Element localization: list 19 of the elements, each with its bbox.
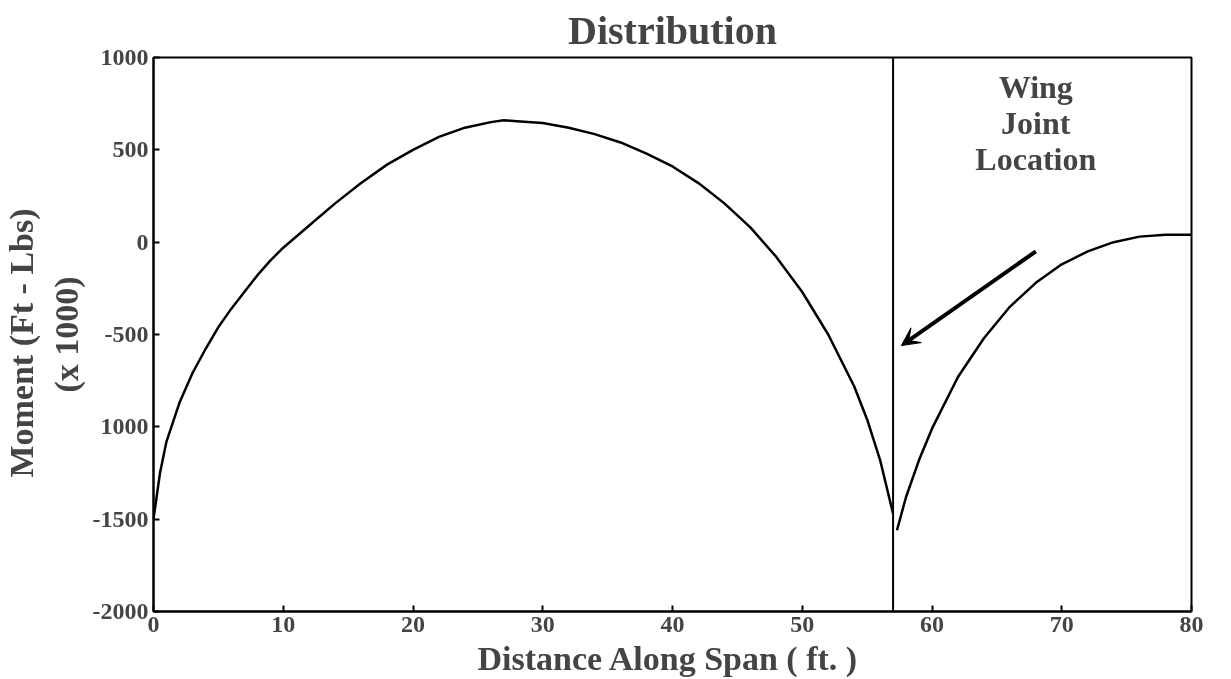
y-tick-label: 1000 bbox=[100, 44, 149, 70]
x-tick-label: 20 bbox=[401, 610, 425, 637]
x-tick-label: 70 bbox=[1049, 610, 1074, 637]
x-axis-title: Distance Along Span ( ft. ) bbox=[477, 639, 858, 678]
y-tick-label: -2000 bbox=[92, 598, 149, 624]
x-tick-label: 50 bbox=[790, 610, 815, 637]
x-tick-label: 80 bbox=[1179, 610, 1204, 637]
x-tick-label: 60 bbox=[920, 610, 944, 637]
y-tick-label: 0 bbox=[136, 228, 149, 255]
chart-title: Distribution bbox=[568, 7, 777, 53]
y-tick-label: 1000 bbox=[100, 413, 149, 440]
y-tick-label: 500 bbox=[112, 136, 149, 163]
y-tick-label: -1500 bbox=[92, 505, 149, 532]
annotation: Wing Joint Location bbox=[975, 68, 1097, 177]
y-tick-label: -500 bbox=[104, 321, 149, 347]
x-tick-label: 10 bbox=[271, 610, 296, 637]
x-tick-label: 30 bbox=[530, 610, 555, 637]
y-axis-title: Moment (Ft - Lbs) (x 1000) bbox=[3, 208, 86, 478]
x-tick-label: 40 bbox=[660, 610, 685, 637]
